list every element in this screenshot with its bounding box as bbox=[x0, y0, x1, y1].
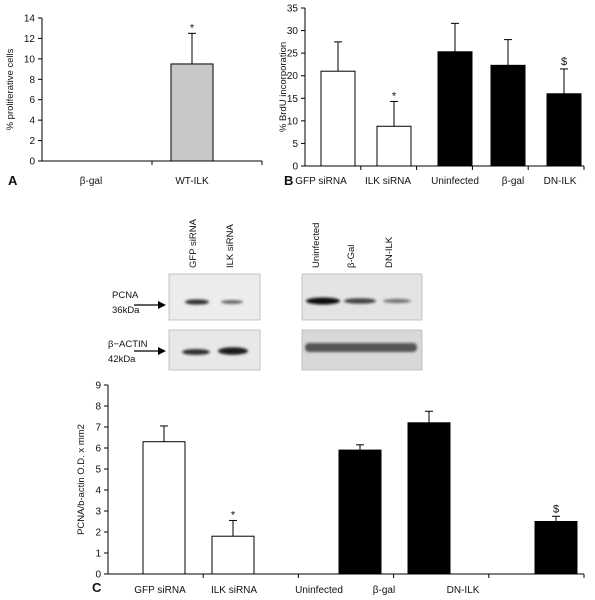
x-tick-label: ILK siRNA bbox=[211, 585, 257, 596]
y-tick-label: 8 bbox=[29, 75, 35, 86]
arrow-icon bbox=[134, 301, 166, 309]
x-tick-label: DN-ILK bbox=[447, 585, 480, 596]
bar bbox=[170, 63, 214, 162]
panel-a-chart: 0 2 4 6 8 10 12 14 * β-gal WT-ILK % proliferative c… bbox=[5, 14, 263, 188]
y-tick-label: 12 bbox=[24, 34, 36, 45]
bar bbox=[338, 449, 382, 575]
bar bbox=[376, 125, 412, 167]
y-tick-label: 3 bbox=[95, 507, 101, 518]
x-tick-label: GFP siRNA bbox=[295, 176, 347, 187]
panel-label: A bbox=[8, 173, 18, 188]
y-tick-label: 14 bbox=[24, 14, 36, 25]
y-tick-label: 4 bbox=[29, 116, 35, 127]
blot-protein-label: PCNA bbox=[112, 290, 139, 301]
panel-b-chart: 0 5 10 15 20 25 30 35 * $ GFP siRNA ILK siRNA Uninfe… bbox=[278, 4, 585, 188]
y-tick-label: 6 bbox=[95, 444, 101, 455]
significance-marker: * bbox=[231, 509, 236, 521]
significance-marker: $ bbox=[553, 503, 559, 515]
y-tick-label: 10 bbox=[24, 54, 36, 65]
y-tick-label: 6 bbox=[29, 95, 35, 106]
y-tick-label: 35 bbox=[287, 4, 299, 15]
western-blot: GFP siRNA ILK siRNA Uninfected β-Gal DN-… bbox=[108, 218, 423, 371]
panel-c-chart: 0 1 2 3 4 5 6 7 8 9 * $ GFP siRNA ILK siRNA Uninfected… bbox=[76, 381, 585, 596]
y-tick-label: 8 bbox=[95, 402, 101, 413]
bar bbox=[546, 93, 582, 167]
y-tick-label: 15 bbox=[287, 94, 299, 105]
y-tick-label: 5 bbox=[292, 139, 298, 150]
significance-marker: * bbox=[392, 90, 397, 102]
y-tick-label: 0 bbox=[292, 162, 298, 173]
blot-size-label: 36kDa bbox=[112, 305, 140, 316]
blot-lane-label: DN-ILK bbox=[384, 236, 395, 268]
blot-lane-label: ILK siRNA bbox=[225, 224, 236, 268]
x-tick-label: ILK siRNA bbox=[365, 176, 411, 187]
y-tick-label: 5 bbox=[95, 465, 101, 476]
y-tick-label: 2 bbox=[29, 136, 35, 147]
blot-image-pcna-left bbox=[168, 273, 261, 321]
x-tick-label: β-gal bbox=[80, 176, 102, 187]
bar bbox=[437, 51, 473, 167]
panel-label: B bbox=[284, 173, 293, 188]
bar bbox=[320, 70, 356, 167]
x-tick-label: β-gal bbox=[373, 585, 395, 596]
blot-image-pcna-right bbox=[301, 273, 423, 321]
blot-size-label: 42kDa bbox=[108, 354, 136, 365]
y-tick-label: 30 bbox=[287, 26, 299, 37]
x-tick-label: DN-ILK bbox=[544, 176, 577, 187]
y-tick-label: 4 bbox=[95, 486, 101, 497]
y-tick-label: 10 bbox=[287, 116, 299, 127]
blot-lane-label: Uninfected bbox=[311, 223, 322, 268]
y-tick-label: 7 bbox=[95, 423, 101, 434]
y-axis-label: % proliferative cells bbox=[5, 48, 16, 130]
significance-marker: $ bbox=[561, 56, 567, 68]
x-tick-label: β-gal bbox=[502, 176, 524, 187]
blot-protein-label: β−ACTIN bbox=[108, 339, 148, 350]
y-tick-label: 25 bbox=[287, 49, 299, 60]
y-axis-label: PCNA/b-actin O.D. x mm2 bbox=[76, 424, 87, 535]
bar bbox=[407, 422, 451, 575]
y-tick-label: 1 bbox=[95, 549, 101, 560]
y-tick-label: 2 bbox=[95, 528, 101, 539]
x-tick-label: GFP siRNA bbox=[134, 585, 186, 596]
blot-lane-label: GFP siRNA bbox=[188, 218, 199, 268]
blot-image-actin-left bbox=[168, 329, 261, 371]
y-axis-label: % BrdU incorporation bbox=[278, 42, 289, 132]
y-tick-label: 0 bbox=[29, 157, 35, 168]
y-tick-label: 20 bbox=[287, 71, 299, 82]
x-tick-label: Uninfected bbox=[295, 585, 343, 596]
significance-marker: * bbox=[190, 22, 195, 34]
y-tick-label: 0 bbox=[95, 570, 101, 581]
blot-lane-label: β-Gal bbox=[346, 245, 357, 268]
arrow-icon bbox=[134, 347, 166, 355]
panel-label: C bbox=[92, 580, 102, 595]
x-tick-label: WT-ILK bbox=[175, 176, 209, 187]
bar bbox=[490, 64, 526, 167]
blot-image-actin-right bbox=[301, 329, 423, 371]
x-tick-label: Uninfected bbox=[431, 176, 479, 187]
bar bbox=[211, 535, 255, 575]
bar bbox=[142, 441, 186, 575]
bar bbox=[534, 521, 578, 575]
y-tick-label: 9 bbox=[95, 381, 101, 392]
